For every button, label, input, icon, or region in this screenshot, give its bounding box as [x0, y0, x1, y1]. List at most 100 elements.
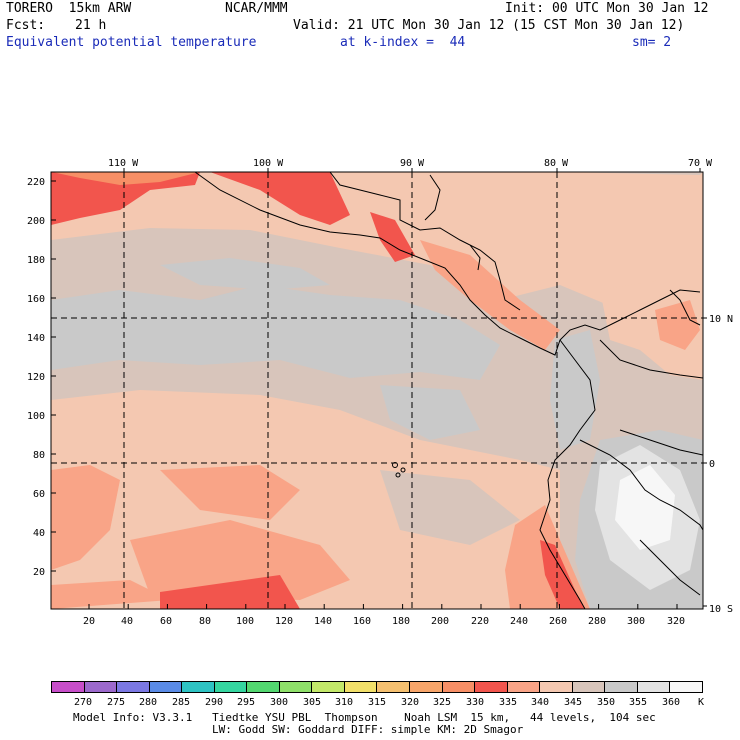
- legend-label-305: 305: [303, 697, 321, 708]
- y-tick-160: 160: [27, 294, 45, 305]
- lon-label-100w: 100 W: [253, 158, 284, 169]
- legend-swatch-14: [507, 682, 541, 692]
- legend-label-335: 335: [499, 697, 517, 708]
- x-tick-160: 160: [353, 616, 371, 627]
- field-350-band: [51, 285, 500, 380]
- legend-swatch-12: [442, 682, 476, 692]
- legend-swatch-0: [52, 682, 85, 692]
- legend-label-280: 280: [139, 697, 157, 708]
- y-tick-80: 80: [33, 450, 45, 461]
- field-340-north: [51, 172, 703, 310]
- y-tick-40: 40: [33, 528, 45, 539]
- ecuador-peru-border: [579, 439, 703, 531]
- y-index-labels: 220 200 180 160 140 120 100 80 60 40 20: [27, 177, 45, 578]
- x-tick-180: 180: [392, 616, 410, 627]
- legend-swatch-19: [670, 682, 702, 692]
- model-info-line2: LW: Godd SW: Goddard DIFF: simple KM: 2D…: [212, 723, 524, 736]
- x-tick-20: 20: [83, 616, 95, 627]
- x-tick-240: 240: [510, 616, 528, 627]
- field-330-guatemala: [370, 212, 415, 262]
- venezuela-border: [599, 339, 703, 379]
- galapagos-island-c: [395, 472, 401, 478]
- forecast-label: Fcst:: [6, 18, 46, 33]
- caribbean-coast: [669, 289, 701, 326]
- coastlines: [194, 172, 703, 609]
- legend-swatch-6: [247, 682, 280, 692]
- lat-label-10s: 10 S: [709, 604, 733, 615]
- field-335-venezuela: [655, 300, 700, 350]
- y-tick-140: 140: [27, 333, 45, 344]
- legend-swatch-4: [182, 682, 215, 692]
- field-330-mexico: [210, 172, 350, 225]
- y-tick-100: 100: [27, 411, 45, 422]
- x-index-labels: 20 40 60 80 100 120 140 160 180 200 220 …: [83, 616, 685, 627]
- legend-swatch-11: [410, 682, 443, 692]
- y-tick-60: 60: [33, 489, 45, 500]
- colombia-brazil-border: [619, 429, 703, 456]
- field-330-south: [160, 575, 300, 609]
- graticule: [51, 172, 703, 609]
- legend-label-290: 290: [205, 697, 223, 708]
- legend-label-325: 325: [433, 697, 451, 708]
- legend-swatch-1: [84, 682, 118, 692]
- legend-swatch-15: [540, 682, 573, 692]
- legend-label-275: 275: [107, 697, 125, 708]
- legend-swatch-16: [572, 682, 606, 692]
- lat-label-0: 0: [709, 459, 715, 470]
- legend-label-310: 310: [335, 697, 353, 708]
- legend-swatch-8: [312, 682, 345, 692]
- legend-label-360: 360: [662, 697, 680, 708]
- x-tick-60: 60: [160, 616, 172, 627]
- lat-labels: 10 N 0 10 S: [709, 314, 733, 615]
- x-tick-40: 40: [121, 616, 133, 627]
- legend-label-285: 285: [172, 697, 190, 708]
- x-tick-300: 300: [627, 616, 645, 627]
- legend-swatch-13: [475, 682, 508, 692]
- field-345-south-patch: [380, 470, 520, 545]
- legend-swatch-10: [377, 682, 411, 692]
- y-tick-20: 20: [33, 567, 45, 578]
- legend-unit: K: [698, 697, 704, 708]
- field-330-nw: [51, 172, 200, 225]
- field-335-central-america: [420, 240, 560, 350]
- legend-swatch-17: [605, 682, 638, 692]
- legend-label-330: 330: [466, 697, 484, 708]
- x-tick-220: 220: [471, 616, 489, 627]
- central-america-pacific-coast: [194, 172, 701, 356]
- lon-label-80w: 80 W: [544, 158, 569, 169]
- y-tick-200: 200: [27, 216, 45, 227]
- lon-label-70w: 70 W: [688, 158, 713, 169]
- init-time: Init: 00 UTC Mon 30 Jan 12: [505, 1, 709, 16]
- x-tick-80: 80: [199, 616, 211, 627]
- brazil-peru-border: [639, 539, 701, 596]
- field-335-sw-b: [160, 465, 300, 520]
- x-tick-260: 260: [549, 616, 567, 627]
- galapagos-island-b: [400, 467, 406, 473]
- x-tick-280: 280: [588, 616, 606, 627]
- valid-time: Valid: 21 UTC Mon 30 Jan 12 (15 CST Mon …: [293, 18, 685, 33]
- lat-label-10n: 10 N: [709, 314, 733, 325]
- forecast-hour: 21 h: [75, 18, 107, 33]
- x-tick-320: 320: [667, 616, 685, 627]
- legend-label-355: 355: [629, 697, 647, 708]
- legend-swatch-18: [637, 682, 671, 692]
- smoothing-info: sm= 2: [632, 35, 672, 50]
- legend-label-300: 300: [270, 697, 288, 708]
- color-legend: [51, 681, 703, 693]
- map-frame: [50, 171, 704, 610]
- legend-label-350: 350: [597, 697, 615, 708]
- model-name: TORERO 15km ARW: [6, 1, 132, 16]
- field-335-sw-d: [51, 580, 170, 609]
- legend-labels: 270 275 280 285 290 295 300 305 310 315 …: [74, 697, 704, 708]
- x-tick-120: 120: [275, 616, 293, 627]
- model-info-line1: Model Info: V3.3.1 Tiedtke YSU PBL Thomp…: [73, 711, 656, 724]
- legend-swatch-5: [214, 682, 248, 692]
- field-325-nw: [52, 172, 200, 185]
- lon-label-90w: 90 W: [400, 158, 425, 169]
- center-name: NCAR/MMM: [225, 1, 288, 16]
- x-tick-140: 140: [314, 616, 332, 627]
- field-350-patch-b: [380, 385, 480, 440]
- y-tick-180: 180: [27, 255, 45, 266]
- honduras-border: [469, 244, 481, 271]
